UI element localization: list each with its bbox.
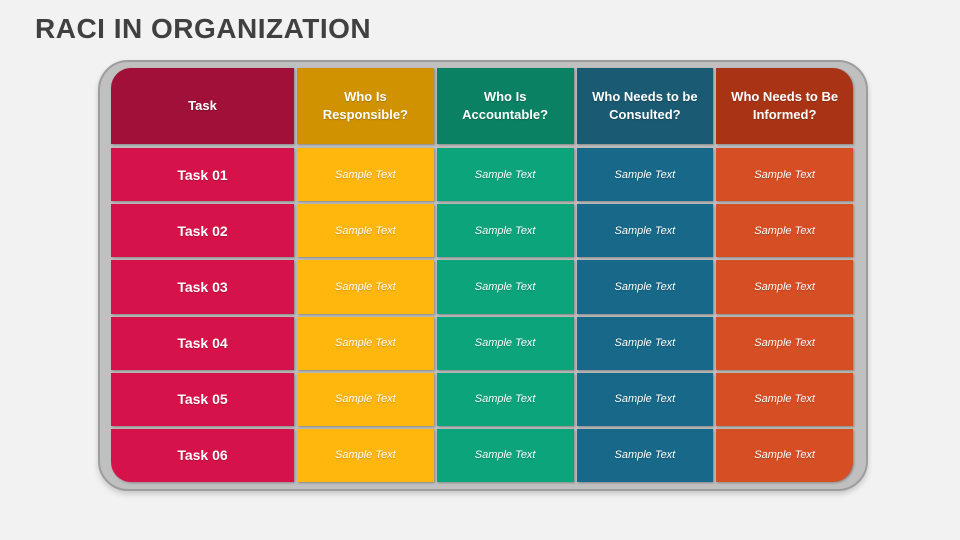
task-label: Task 05 bbox=[177, 391, 228, 408]
sample-text: Sample Text bbox=[614, 337, 676, 350]
responsible-cell: Sample Text bbox=[297, 260, 434, 314]
column-header-task-label: Task bbox=[188, 98, 217, 114]
table-row: Task 02 Sample Text Sample Text Sample T… bbox=[111, 204, 853, 258]
sample-text: Sample Text bbox=[474, 280, 536, 293]
accountable-cell: Sample Text bbox=[436, 148, 574, 202]
sample-text: Sample Text bbox=[474, 393, 536, 406]
responsible-cell: Sample Text bbox=[297, 316, 434, 370]
consulted-cell: Sample Text bbox=[576, 316, 714, 370]
consulted-cell: Sample Text bbox=[576, 428, 714, 483]
informed-cell: Sample Text bbox=[716, 428, 853, 483]
responsible-cell: Sample Text bbox=[297, 204, 434, 258]
table-header-row: Task Who Is Responsible? Who Is Accounta… bbox=[111, 68, 853, 144]
raci-table: Task Who Is Responsible? Who Is Accounta… bbox=[111, 68, 853, 483]
sample-text: Sample Text bbox=[614, 449, 676, 462]
informed-cell: Sample Text bbox=[716, 260, 853, 314]
consulted-cell: Sample Text bbox=[576, 260, 714, 314]
sample-text: Sample Text bbox=[335, 337, 396, 350]
informed-cell: Sample Text bbox=[716, 372, 853, 426]
consulted-cell: Sample Text bbox=[576, 148, 714, 202]
sample-text: Sample Text bbox=[614, 224, 676, 237]
sample-text: Sample Text bbox=[335, 449, 396, 462]
sample-text: Sample Text bbox=[754, 337, 815, 350]
page-title: RACI IN ORGANIZATION bbox=[35, 13, 372, 44]
informed-cell: Sample Text bbox=[716, 204, 853, 258]
sample-text: Sample Text bbox=[614, 393, 676, 406]
accountable-cell: Sample Text bbox=[436, 260, 574, 314]
sample-text: Sample Text bbox=[474, 449, 536, 462]
task-cell: Task 06 bbox=[111, 428, 294, 483]
table-row: Task 05 Sample Text Sample Text Sample T… bbox=[111, 372, 853, 426]
responsible-cell: Sample Text bbox=[297, 372, 434, 426]
sample-text: Sample Text bbox=[335, 280, 396, 293]
task-cell: Task 04 bbox=[111, 316, 294, 370]
column-header-responsible-label: Who Is Responsible? bbox=[322, 89, 408, 122]
accountable-cell: Sample Text bbox=[436, 372, 574, 426]
task-label: Task 04 bbox=[177, 335, 228, 352]
task-cell: Task 01 bbox=[111, 148, 294, 202]
task-label: Task 03 bbox=[177, 278, 228, 295]
sample-text: Sample Text bbox=[754, 224, 815, 237]
column-header-accountable: Who Is Accountable? bbox=[436, 68, 574, 144]
table-row: Task 06 Sample Text Sample Text Sample T… bbox=[111, 428, 853, 483]
table-row: Task 04 Sample Text Sample Text Sample T… bbox=[111, 316, 853, 370]
accountable-cell: Sample Text bbox=[436, 316, 574, 370]
sample-text: Sample Text bbox=[335, 393, 396, 406]
column-header-responsible: Who Is Responsible? bbox=[297, 68, 434, 144]
column-header-consulted-label: Who Needs to be Consulted? bbox=[592, 89, 698, 122]
sample-text: Sample Text bbox=[335, 168, 396, 181]
sample-text: Sample Text bbox=[335, 224, 396, 237]
task-label: Task 02 bbox=[177, 222, 228, 239]
sample-text: Sample Text bbox=[474, 224, 536, 237]
accountable-cell: Sample Text bbox=[436, 204, 574, 258]
consulted-cell: Sample Text bbox=[576, 204, 714, 258]
column-header-consulted: Who Needs to be Consulted? bbox=[576, 68, 714, 144]
informed-cell: Sample Text bbox=[716, 316, 853, 370]
task-label: Task 01 bbox=[177, 166, 228, 183]
sample-text: Sample Text bbox=[754, 393, 815, 406]
sample-text: Sample Text bbox=[754, 168, 815, 181]
accountable-cell: Sample Text bbox=[436, 428, 574, 483]
raci-table-panel: Task Who Is Responsible? Who Is Accounta… bbox=[98, 60, 868, 491]
task-cell: Task 05 bbox=[111, 372, 294, 426]
consulted-cell: Sample Text bbox=[576, 372, 714, 426]
sample-text: Sample Text bbox=[614, 168, 676, 181]
table-row: Task 03 Sample Text Sample Text Sample T… bbox=[111, 260, 853, 314]
column-header-informed-label: Who Needs to Be Informed? bbox=[731, 89, 839, 122]
responsible-cell: Sample Text bbox=[297, 148, 434, 202]
column-header-task: Task bbox=[111, 68, 294, 144]
column-header-accountable-label: Who Is Accountable? bbox=[462, 89, 549, 122]
responsible-cell: Sample Text bbox=[297, 428, 434, 483]
column-header-informed: Who Needs to Be Informed? bbox=[716, 68, 853, 144]
task-label: Task 06 bbox=[177, 447, 228, 464]
sample-text: Sample Text bbox=[754, 280, 815, 293]
informed-cell: Sample Text bbox=[716, 148, 853, 202]
table-row: Task 01 Sample Text Sample Text Sample T… bbox=[111, 148, 853, 202]
sample-text: Sample Text bbox=[474, 337, 536, 350]
sample-text: Sample Text bbox=[614, 280, 676, 293]
sample-text: Sample Text bbox=[474, 168, 536, 181]
task-cell: Task 03 bbox=[111, 260, 294, 314]
sample-text: Sample Text bbox=[754, 449, 815, 462]
task-cell: Task 02 bbox=[111, 204, 294, 258]
